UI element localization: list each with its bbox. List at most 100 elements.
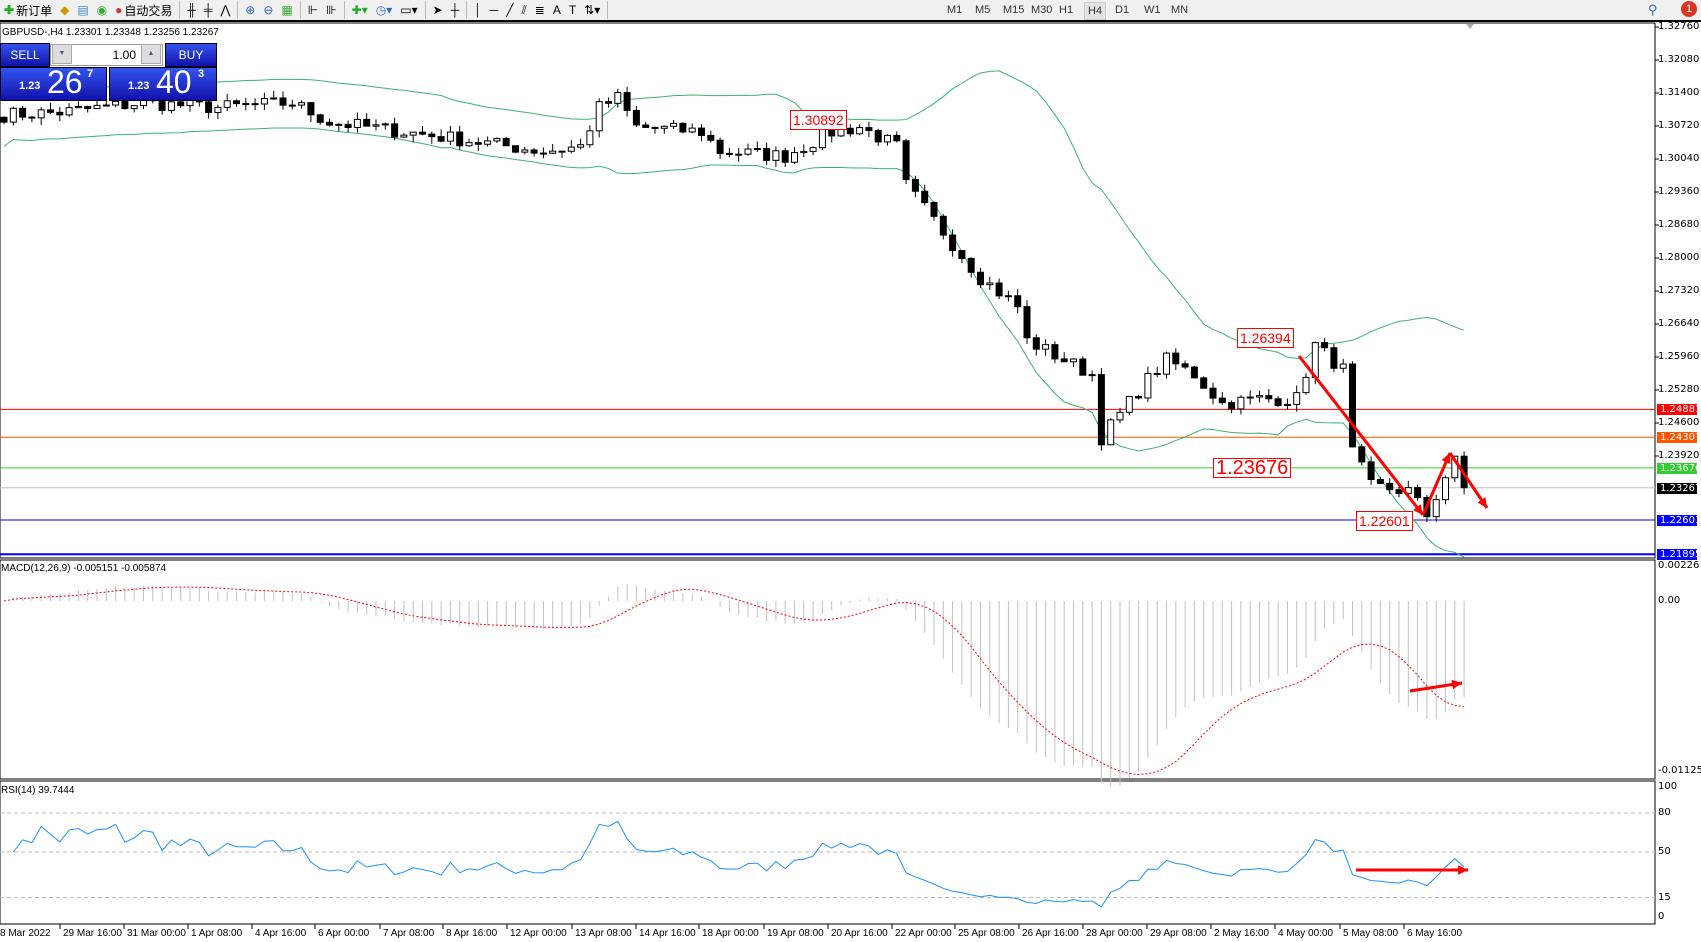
timeframe-m5[interactable]: M5 (975, 4, 991, 16)
bar-chart-icon[interactable]: ╫ (187, 3, 196, 17)
timeframe-m30[interactable]: M30 (1031, 4, 1053, 16)
periods-icon[interactable]: ◷▾ (375, 3, 393, 17)
candle (1051, 344, 1059, 360)
time-axis-label: 28 Apr 00:00 (1086, 928, 1143, 939)
candle (874, 129, 882, 143)
macd-pane-frame (0, 559, 1656, 780)
candle (846, 127, 854, 135)
candle (1125, 395, 1133, 413)
text-label-icon[interactable]: T (568, 3, 577, 17)
candle (353, 118, 361, 129)
time-axis-label: 4 May 00:00 (1278, 928, 1334, 939)
timeframe-d1[interactable]: D1 (1115, 4, 1130, 16)
signal-icon[interactable]: ◉ (96, 3, 108, 17)
candle (65, 107, 73, 116)
candle (177, 101, 185, 107)
candle (1190, 366, 1198, 379)
candle (1330, 347, 1338, 369)
candle (93, 104, 101, 110)
candle (809, 147, 817, 152)
candle (446, 131, 454, 142)
sell-button[interactable]: SELL (0, 43, 50, 67)
time-axis-label: 1 Apr 08:00 (191, 928, 243, 939)
candle-chart-icon[interactable]: ╪ (203, 3, 213, 17)
timeframe-h4[interactable]: H4 (1084, 2, 1107, 20)
timeframe-w1[interactable]: W1 (1144, 4, 1161, 16)
candle (884, 134, 891, 143)
bollinger-upper-band (3, 70, 1465, 359)
text-icon[interactable]: A (552, 3, 561, 17)
notification-badge[interactable]: 1 (1681, 1, 1697, 17)
candle (19, 107, 27, 118)
trendline-icon[interactable]: ╱ (506, 3, 514, 17)
sell-price[interactable]: 1.23 26 7 (0, 64, 107, 101)
candle (242, 103, 250, 106)
search-icon[interactable]: ⚲ (1648, 2, 1658, 17)
candle (1414, 487, 1422, 499)
candle (1376, 478, 1384, 484)
buy-button[interactable]: BUY (165, 43, 217, 67)
candle (1237, 396, 1245, 410)
candle (539, 152, 547, 155)
arrows-icon[interactable]: ⇅▾ (584, 3, 601, 17)
candle (679, 122, 687, 133)
new-order-button[interactable]: ✚ 新订单 (4, 3, 53, 18)
candle (530, 149, 538, 154)
rsi-line (12, 820, 1465, 908)
candle (902, 140, 910, 181)
candle (698, 127, 705, 136)
auto-trading-button[interactable]: ● 自动交易 (115, 3, 173, 18)
candle (772, 150, 780, 161)
vertical-line-icon[interactable]: │ (474, 3, 482, 17)
zoom-in-icon[interactable]: ⊕ (245, 3, 256, 17)
horizontal-line-icon[interactable]: ─ (489, 3, 499, 17)
candle (1116, 411, 1124, 421)
candle (521, 149, 529, 153)
timeframe-h1[interactable]: H1 (1059, 4, 1074, 16)
chart-shift-icon[interactable]: ⊪ (326, 3, 337, 17)
candle (158, 99, 166, 111)
time-axis-label: 25 Apr 08:00 (958, 928, 1015, 939)
crosshair-icon[interactable]: ┼ (450, 3, 460, 17)
candle (1070, 358, 1077, 363)
macd-signal-line (3, 586, 1465, 776)
lot-size-input[interactable]: 1.00 (50, 44, 163, 66)
candle (753, 148, 761, 151)
time-axis-label: 14 Apr 16:00 (639, 928, 696, 939)
one-click-trading-panel: SELL 1.00 ▼ ▲ BUY 1.23 26 7 1.23 40 3 (0, 43, 218, 101)
timeframe-m1[interactable]: M1 (947, 4, 963, 16)
forecast-down-arrow-head (1477, 497, 1487, 508)
tile-windows-icon[interactable]: ▦ (281, 3, 293, 17)
lot-increase-button[interactable]: ▲ (141, 44, 161, 64)
channel-icon[interactable]: ⫽ (521, 2, 527, 17)
timeframe-m15[interactable]: M15 (1003, 4, 1025, 16)
candle (623, 92, 631, 111)
price-axis-label: 1.30040 (1658, 153, 1700, 164)
chart-shift-marker (1466, 24, 1474, 29)
time-axis-label: 7 Apr 08:00 (383, 928, 435, 939)
price-annotation: 1.22601 (1356, 511, 1413, 531)
candle (1302, 376, 1310, 394)
candle (316, 114, 324, 123)
indicators-icon[interactable]: ✚▾ (351, 3, 368, 17)
fibonacci-icon[interactable]: ≣ (534, 3, 545, 17)
templates-icon[interactable]: ▭▾ (400, 3, 418, 17)
candle (1321, 342, 1329, 349)
time-axis-label: 5 May 08:00 (1343, 928, 1399, 939)
rsi-axis-label: 0 (1658, 911, 1665, 922)
cursor-icon[interactable]: ➤ (432, 3, 443, 17)
auto-scroll-icon[interactable]: ⊩ (307, 3, 319, 17)
zoom-out-icon[interactable]: ⊖ (263, 3, 274, 17)
candle (856, 127, 864, 135)
candle (1042, 344, 1050, 350)
candle (642, 124, 650, 128)
buy-price[interactable]: 1.23 40 3 (109, 64, 217, 101)
line-chart-icon[interactable]: ⋀ (220, 3, 231, 17)
timeframe-mn[interactable]: MN (1171, 4, 1189, 16)
candle (307, 102, 315, 116)
lot-decrease-button[interactable]: ▼ (52, 44, 72, 64)
candle (1107, 419, 1115, 446)
terminal-icon[interactable]: ▤ (77, 3, 89, 17)
metaeditor-icon[interactable]: ◆ (60, 3, 70, 17)
